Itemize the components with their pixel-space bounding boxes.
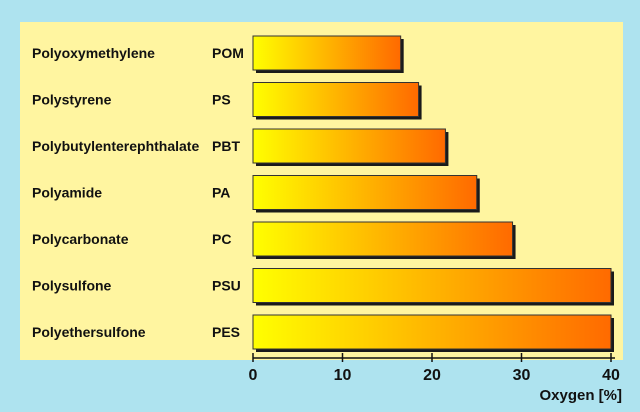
category-label: Polybutylenterephthalate bbox=[32, 138, 199, 154]
x-tick-label: 20 bbox=[423, 367, 441, 384]
category-label: Polyamide bbox=[32, 185, 102, 201]
abbreviation-label: PS bbox=[212, 92, 231, 108]
bar-psu bbox=[252, 268, 612, 303]
abbreviation-label: PA bbox=[212, 185, 230, 201]
bars bbox=[252, 35, 614, 352]
category-label: Polyethersulfone bbox=[32, 324, 146, 340]
x-axis-label: Oxygen [%] bbox=[539, 387, 622, 404]
abbreviation-label: POM bbox=[212, 45, 244, 61]
abbreviation-label: PC bbox=[212, 231, 231, 247]
x-axis: 0 10 20 30 40 bbox=[249, 353, 620, 384]
bar-pbt bbox=[252, 128, 446, 164]
category-label: Polystyrene bbox=[32, 92, 112, 108]
abbreviation-label: PES bbox=[212, 324, 240, 340]
x-tick-label: 40 bbox=[602, 367, 620, 384]
category-label: Polysulfone bbox=[32, 278, 112, 294]
bar-pc bbox=[252, 221, 514, 257]
bar-pes bbox=[252, 314, 612, 350]
category-label: Polycarbonate bbox=[32, 231, 129, 247]
abbreviation-label: PSU bbox=[212, 278, 241, 294]
x-tick-label: 0 bbox=[249, 367, 258, 384]
category-labels: Polyoxymethylene POM Polystyrene PS Polybuty… bbox=[32, 45, 244, 340]
abbreviation-label: PBT bbox=[212, 138, 240, 154]
x-tick-label: 10 bbox=[334, 367, 352, 384]
bar-ps bbox=[252, 82, 420, 117]
bar-pa bbox=[252, 175, 478, 210]
x-tick-label: 30 bbox=[513, 367, 531, 384]
category-label: Polyoxymethylene bbox=[32, 45, 155, 61]
bar-pom bbox=[252, 35, 402, 71]
